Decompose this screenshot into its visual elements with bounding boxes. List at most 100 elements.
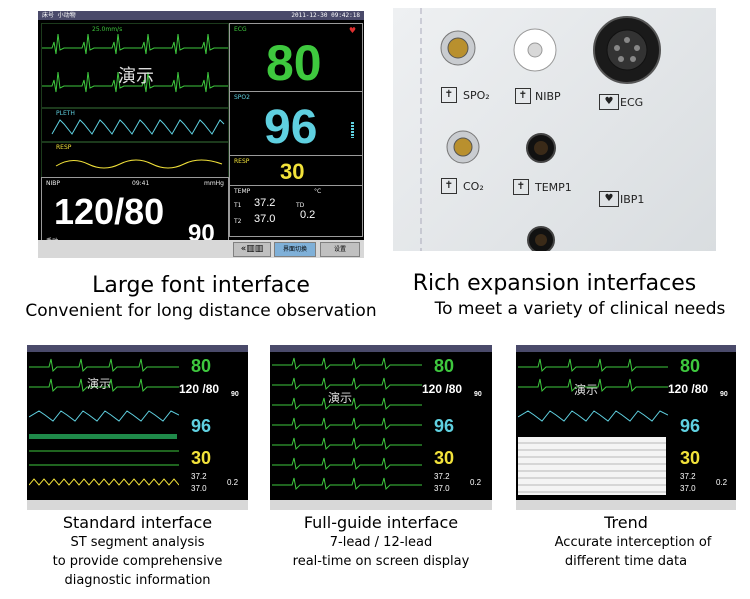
standard-ecg-waves (29, 358, 179, 422)
resp-label: RESP (234, 158, 250, 165)
t2-value: 37.0 (254, 213, 276, 225)
connector-drawing (420, 8, 661, 251)
large-title: Large font interface (92, 273, 310, 298)
nibp-unit: mmHg (203, 180, 224, 187)
pleth-waveform (51, 119, 225, 135)
person-icon-temp1: ✝ (513, 179, 529, 195)
trend-t2: 37.0 (680, 484, 696, 493)
standard-bottombar (27, 500, 248, 510)
trend-topbar (516, 345, 736, 352)
connector-panel: ✝ SPO₂ ✝ NIBP ♥ ECG ✝ CO₂ ✝ TEMP1 ♥ IBP1 (393, 8, 716, 251)
large-topbar: 床号 小动物 2011-12-30 09:42:18 (38, 11, 364, 20)
standard-monitor-screen: 演示 80 120 /80 90 96 30 37.2 37.0 0.2 (27, 345, 248, 510)
trend-spo2: 96 (680, 416, 701, 436)
fullguide-map: 90 (474, 391, 482, 398)
fullguide-t1: 37.2 (434, 472, 450, 481)
fullguide-topbar (270, 345, 492, 352)
label-ibp1: IBP1 (620, 193, 645, 206)
trend-resp: 30 (680, 448, 701, 468)
resp-value: 30 (280, 159, 305, 184)
trend-t1: 37.2 (680, 472, 696, 481)
standard-resp: 30 (191, 448, 212, 468)
label-spo2: SPO₂ (463, 89, 490, 102)
trend-td: 0.2 (716, 478, 728, 487)
trend-sub2: different time data (564, 554, 688, 569)
label-temp1: TEMP1 (535, 181, 572, 194)
fullguide-ecg-waves (272, 357, 422, 491)
person-icon-nibp: ✝ (515, 88, 531, 104)
fullguide-bottombar (270, 500, 492, 510)
trend-hr: 80 (680, 356, 701, 376)
datetime: 2011-12-30 09:42:18 (291, 12, 360, 19)
standard-sub3: diagnostic information (64, 573, 211, 588)
standard-t1: 37.2 (191, 472, 207, 481)
menu-button[interactable]: 设置 (320, 242, 360, 257)
ecg-label: ECG (234, 26, 247, 33)
temp-unit: °C (314, 188, 322, 195)
t1-label: T1 (234, 202, 242, 209)
fullguide-title: Full-guide interface (303, 513, 459, 532)
td-value: 0.2 (300, 209, 316, 221)
standard-demo: 演示 (87, 377, 112, 391)
standard-title: Standard interface (62, 513, 213, 532)
fullguide-spo2: 96 (434, 416, 455, 436)
speed-label: 25.0mm/s (92, 26, 123, 33)
fullguide-demo: 演示 (328, 391, 353, 405)
resp-waveform (55, 159, 223, 169)
demo-watermark: 演示 (118, 66, 154, 87)
standard-spo2: 96 (191, 416, 212, 436)
prev-page-button[interactable]: «▥▥ (233, 242, 271, 257)
fullguide-t2: 37.0 (434, 484, 450, 493)
label-nibp: NIBP (535, 90, 561, 103)
nibp-label: NIBP (46, 180, 60, 187)
trend-sub1: Accurate interception of (554, 535, 712, 550)
rich-title: Rich expansion interfaces (412, 271, 697, 296)
nibp-value: 120/80 (54, 191, 165, 232)
standard-sub2: to provide comprehensive (52, 554, 223, 569)
trend-demo: 演示 (574, 383, 599, 397)
person-icon-co2: ✝ (441, 178, 457, 194)
heart-icon-ecg: ♥ (599, 94, 619, 110)
nibp-time: 09:41 (132, 180, 150, 187)
nibp-box: NIBP 09:41 mmHg 120/80 90 手动 (41, 177, 229, 249)
trend-nibp: 120 /80 (668, 382, 709, 396)
ecg-waveform (42, 33, 228, 93)
spo2-bar (351, 122, 354, 138)
trend-table[interactable] (518, 437, 666, 495)
spo2-box: SPO2 96 (229, 91, 363, 157)
large-subtitle: Convenient for long distance observation (25, 301, 377, 321)
fullguide-resp: 30 (434, 448, 455, 468)
rich-subtitle: To meet a variety of clinical needs (434, 299, 726, 319)
fullguide-sub2: real-time on screen display (292, 554, 470, 569)
temp-label: TEMP (234, 188, 251, 195)
trend-bottombar (516, 500, 736, 510)
hr-box: ECG ♥ 80 (229, 23, 363, 93)
t1-value: 37.2 (254, 197, 276, 209)
standard-nibp: 120 /80 (179, 382, 220, 396)
trend-monitor-screen: 演示 80 120 /80 90 96 30 37.2 37.0 0.2 (516, 345, 736, 510)
label-co2: CO₂ (463, 180, 484, 193)
layout-switch-button[interactable]: 界面切换 (274, 242, 316, 257)
st-graph (29, 450, 179, 486)
pleth-label: PLETH (56, 110, 75, 117)
standard-hr: 80 (191, 356, 212, 376)
trend-ecg-waves (518, 358, 668, 422)
person-icon-spo2: ✝ (441, 87, 457, 103)
resp-wave-label: RESP (56, 144, 72, 151)
fullguide-td: 0.2 (470, 478, 482, 487)
bed-label: 床号 小动物 (42, 12, 76, 19)
heart-icon: ♥ (348, 26, 356, 35)
heart-icon-ibp: ♥ (599, 191, 619, 207)
trend-map: 90 (720, 391, 728, 398)
large-monitor-screen: 床号 小动物 2011-12-30 09:42:18 25.0mm/s 演示 P… (38, 11, 364, 258)
fullguide-nibp: 120 /80 (422, 382, 463, 396)
st-bar (29, 434, 177, 439)
resp-box: RESP 30 (229, 155, 363, 187)
fullguide-monitor-screen: 演示 80 120 /80 90 96 30 37.2 37.0 0.2 (270, 345, 492, 510)
label-ecg: ECG (620, 96, 644, 109)
spo2-label: SPO2 (234, 94, 250, 101)
standard-td: 0.2 (227, 478, 239, 487)
standard-topbar (27, 345, 248, 352)
hr-value: 80 (266, 35, 322, 91)
temp-box: TEMP °C T1 37.2 T2 37.0 TD 0.2 (229, 185, 363, 237)
